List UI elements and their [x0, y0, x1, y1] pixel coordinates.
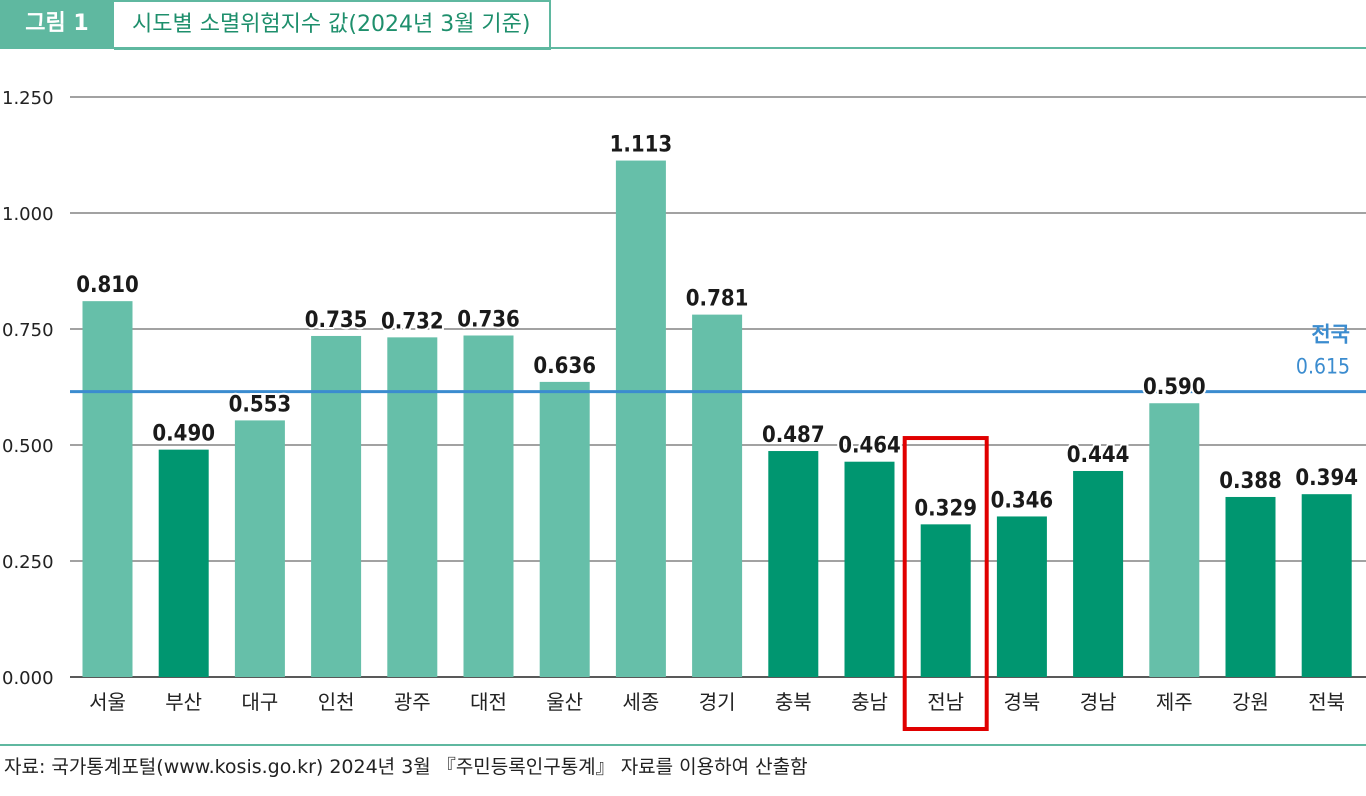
bar	[1225, 496, 1276, 677]
y-tick-label: 0.250	[2, 552, 54, 573]
x-tick-label: 대구	[241, 690, 278, 714]
bar	[539, 381, 590, 677]
bar	[158, 449, 209, 677]
x-tick-label: 광주	[394, 690, 431, 714]
data-label: 0.329	[914, 496, 977, 521]
national-label: 전국	[1311, 323, 1350, 347]
bars	[82, 160, 1352, 731]
chart-title: 시도별 소멸위험지수 값(2024년 3월 기준)	[114, 0, 551, 50]
bottom-divider	[0, 744, 1366, 746]
bar	[463, 335, 514, 677]
data-label: 0.346	[991, 488, 1054, 513]
data-label: 0.394	[1295, 466, 1358, 491]
bar	[844, 461, 895, 677]
bar	[996, 516, 1047, 677]
y-tick-label: 1.250	[2, 88, 54, 109]
bar	[1301, 494, 1352, 677]
highlight-box	[902, 436, 989, 731]
x-tick-label: 대전	[470, 690, 507, 714]
source-note: 자료: 국가통계포털(www.kosis.go.kr) 2024년 3월 『주민…	[4, 756, 808, 778]
national-value: 0.615	[1296, 355, 1350, 379]
bar	[920, 524, 971, 677]
data-label: 0.553	[229, 392, 292, 417]
bar	[234, 420, 285, 677]
data-label: 0.810	[76, 273, 139, 298]
bar	[1073, 470, 1124, 677]
data-label: 0.736	[457, 307, 520, 332]
data-label: 0.781	[686, 287, 749, 312]
bar	[82, 301, 133, 677]
top-divider	[0, 47, 1366, 49]
data-label: 0.735	[305, 308, 368, 333]
data-label: 0.590	[1143, 375, 1206, 400]
y-tick-label: 1.000	[2, 204, 54, 225]
x-tick-label: 충남	[851, 690, 888, 714]
x-tick-label: 부산	[165, 690, 202, 714]
data-labels: 0.810 0.490 0.553 0.735 0.732 0.736 0.636 1.113…	[74, 131, 1360, 524]
data-label: 0.490	[152, 422, 215, 447]
data-label: 0.636	[533, 354, 596, 379]
x-tick-label: 인천	[318, 690, 355, 714]
data-label: 1.113	[610, 133, 673, 158]
y-tick-label: 0.500	[2, 436, 54, 457]
national-reference: 전국 0.615	[70, 323, 1366, 394]
x-tick-label: 경북	[1003, 690, 1040, 714]
y-tick-label: 0.000	[2, 668, 54, 689]
bar	[311, 335, 362, 677]
x-tick-label: 전북	[1308, 690, 1345, 714]
x-tick-label: 울산	[546, 690, 583, 714]
x-tick-label: 제주	[1156, 690, 1193, 714]
x-tick-label: 경남	[1080, 690, 1117, 714]
x-tick-label: 강원	[1232, 690, 1269, 714]
bar	[387, 337, 438, 677]
bar	[615, 160, 666, 677]
bar-chart: 0.000 0.250 0.500 0.750 1.000 1.250 전국 0.615 0…	[2, 88, 1366, 731]
x-tick-label: 서울	[89, 690, 126, 714]
data-label: 0.487	[762, 423, 825, 448]
data-label: 0.388	[1219, 469, 1282, 494]
bar	[1149, 403, 1200, 677]
data-label: 0.464	[838, 434, 901, 459]
figure-label: 그림 1	[0, 0, 114, 48]
bar	[768, 451, 819, 677]
bar	[692, 314, 743, 677]
x-tick-label: 경기	[699, 690, 736, 714]
x-tick-label: 충북	[775, 690, 812, 714]
data-label: 0.444	[1067, 443, 1130, 468]
x-tick-label: 전남	[927, 690, 964, 714]
x-tick-labels: 서울 부산 대구 인천 광주 대전 울산 세종 경기 충북 충남 전남 경북 경남 제주 강원 전북	[89, 690, 1345, 714]
data-label: 0.732	[381, 309, 444, 334]
x-tick-label: 세종	[622, 690, 659, 714]
y-tick-label: 0.750	[2, 320, 54, 341]
y-tick-labels: 0.000 0.250 0.500 0.750 1.000 1.250	[2, 88, 54, 689]
